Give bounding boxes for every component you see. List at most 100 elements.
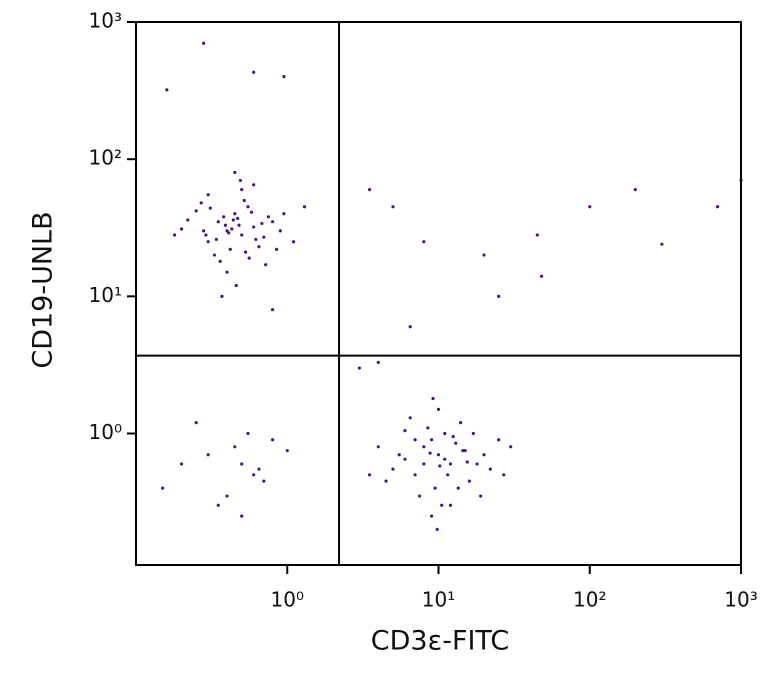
data-point [438, 464, 442, 468]
data-point [448, 503, 453, 507]
data-point [270, 220, 275, 224]
data-point [715, 205, 720, 209]
data-point [173, 233, 177, 237]
data-point [237, 223, 241, 227]
data-point [206, 240, 210, 244]
data-point [357, 366, 362, 370]
data-point [509, 445, 513, 449]
data-point [165, 88, 169, 92]
data-point [199, 201, 203, 205]
data-point [443, 457, 447, 461]
data-point [266, 215, 270, 219]
data-point [282, 74, 286, 79]
data-point [633, 188, 637, 192]
data-point [222, 215, 226, 219]
data-point [454, 441, 458, 445]
data-point [488, 467, 492, 471]
data-point [426, 426, 430, 430]
data-point [282, 212, 286, 216]
data-point [391, 467, 395, 471]
data-point [270, 308, 275, 312]
data-point [403, 429, 407, 433]
data-point [225, 270, 229, 274]
data-point [240, 233, 244, 237]
data-point [252, 473, 256, 477]
data-point [376, 360, 380, 364]
data-point [436, 407, 441, 411]
data-point [451, 434, 455, 439]
y-tick-label: 10⁰ [89, 420, 122, 444]
data-point [242, 198, 246, 203]
data-point [397, 453, 401, 457]
data-point [194, 209, 198, 213]
x-axis-title: CD3ε-FITC [371, 626, 509, 657]
data-point [227, 231, 231, 235]
data-point [240, 514, 244, 518]
data-point [429, 514, 434, 518]
data-point [497, 294, 501, 298]
data-point [403, 457, 407, 461]
data-point [234, 283, 238, 288]
data-point [376, 445, 380, 449]
data-point [216, 220, 220, 224]
data-point [161, 486, 165, 490]
data-point [206, 193, 210, 197]
data-point [233, 212, 237, 216]
data-point [435, 527, 439, 531]
data-point [367, 188, 372, 192]
data-point [436, 453, 441, 457]
data-point [262, 479, 266, 483]
data-point [228, 247, 232, 251]
data-point [252, 183, 256, 187]
data-point [202, 41, 206, 45]
data-point [257, 467, 261, 471]
data-point [456, 486, 460, 490]
data-point [448, 462, 453, 466]
x-tick-label: 10³ [724, 588, 757, 612]
data-point [413, 438, 417, 442]
data-point [467, 479, 471, 483]
data-point [302, 205, 307, 209]
plot-frame [135, 21, 742, 566]
data-point [413, 473, 417, 477]
data-point [270, 438, 275, 442]
data-point [429, 438, 434, 442]
data-point [246, 205, 250, 209]
data-point [285, 449, 289, 453]
data-point [230, 227, 234, 231]
data-point [247, 256, 251, 260]
data-point [391, 205, 395, 209]
data-point [223, 223, 227, 227]
data-point [482, 253, 486, 257]
data-point [249, 210, 254, 214]
data-point [274, 247, 279, 251]
data-point [186, 218, 190, 222]
data-point [428, 451, 432, 455]
data-point [433, 486, 437, 490]
data-point [202, 229, 206, 233]
data-point [422, 240, 426, 244]
data-point [233, 445, 237, 449]
data-point [252, 225, 256, 229]
x-tick-label: 10¹ [422, 588, 455, 612]
y-tick-label: 10¹ [89, 283, 122, 307]
data-point [446, 473, 450, 477]
data-point [262, 235, 266, 239]
data-point [216, 503, 220, 507]
data-point [246, 431, 250, 436]
data-point [459, 421, 463, 425]
data-point [254, 237, 258, 242]
data-point [475, 462, 479, 466]
data-point [240, 462, 244, 466]
data-point [539, 274, 544, 278]
data-point [218, 259, 222, 263]
data-point [465, 460, 469, 464]
data-point [278, 229, 282, 233]
data-point [214, 237, 218, 242]
data-point [471, 431, 475, 436]
data-point [418, 494, 422, 498]
data-point [240, 188, 244, 192]
data-point [204, 233, 208, 237]
data-point [479, 494, 483, 498]
